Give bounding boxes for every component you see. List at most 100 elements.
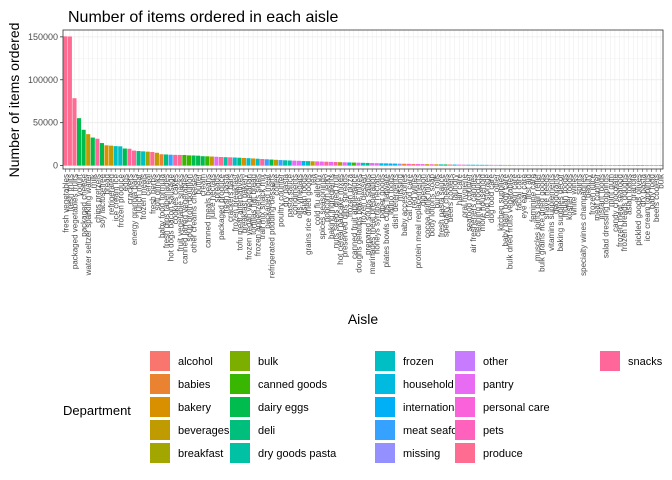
legend-swatch [230,443,250,463]
legend-swatch [375,443,395,463]
bar [301,160,306,166]
bar [521,164,526,166]
x-tick-label: fresh dips tapenades [162,174,171,248]
bar [425,164,430,166]
bar [150,152,155,166]
bar [383,163,388,166]
bar [649,165,654,166]
bar [603,165,608,166]
x-axis-title: Aisle [348,311,379,327]
bar [324,161,329,166]
x-tick-label: cookies cakes [171,174,180,224]
bar [484,164,489,166]
x-tick-label: frozen juice [588,173,597,214]
x-tick-label: yogurt [75,173,84,196]
legend-label: dairy eggs [258,402,309,414]
bar [498,164,503,166]
x-tick-label: bread [103,174,112,194]
bar [90,137,95,166]
bar [360,162,366,166]
bar [374,163,379,166]
x-tick-label: candy chocolate [611,173,620,231]
bar [182,154,187,166]
bar [631,165,636,166]
x-tick-label: beauty [583,174,592,198]
bar [328,161,333,166]
x-tick-label: doughs gelatins bake mixes [354,174,363,273]
bar [644,165,650,166]
x-tick-label: indian foods [561,174,570,217]
bar [67,36,72,166]
x-tick-label: baby food formula [157,173,166,238]
bar [241,157,246,166]
bar [232,157,237,166]
legend-label: produce [483,448,523,460]
bar [310,161,315,166]
bars-layer [63,36,663,166]
bar [461,164,466,166]
x-tick-label: dog food care [487,173,496,222]
bar [191,155,196,166]
x-tick-label: honeys syrups nectars [373,174,382,254]
bar [154,152,159,166]
legend-label: meat seafood [403,425,470,437]
bar [218,156,224,166]
legend-swatch [600,351,620,371]
legend-swatch [150,397,170,417]
bar [640,165,645,166]
bar [434,164,439,166]
legend-swatch [455,351,475,371]
legend-label: pantry [483,379,514,391]
legend-label: bakery [178,402,212,414]
y-axis-ticks: 0 50000 100000 150000 [28,32,63,171]
bar [347,162,352,166]
x-tick-label: instant foods [597,174,606,219]
bar [173,154,178,166]
legend-swatch [150,420,170,440]
x-tick-label: air fresheners candles [469,174,478,253]
bar [145,151,150,166]
legend-label: snacks [628,356,663,368]
bar [351,162,356,166]
x-tick-label: cleaning products [474,174,483,237]
bar [278,160,283,166]
y-tick-label: 150000 [28,32,58,42]
x-tick-label: crackers [125,174,134,204]
x-tick-label: kitchen supplies [496,174,505,231]
bar [95,138,100,166]
legend-swatch [230,351,250,371]
x-tick-label: baking ingredients [327,174,336,239]
chart-title: Number of items ordered in each aisle [68,9,338,26]
bar [251,158,256,166]
bar [438,164,443,166]
x-tick-label: packaged produce [217,173,226,239]
x-tick-label: marinades meat preparation [368,174,377,274]
bar [159,154,164,166]
x-tick-label: canned fruit applesauce [350,173,359,259]
x-tick-label: other creams cheeses [190,174,199,253]
bar [370,163,375,166]
x-tick-label: kosher foods [565,174,574,220]
x-tick-label: hot cereal pancake mixes [336,174,345,265]
x-tick-label: tea [309,173,318,185]
y-axis-title: Number of items ordered [6,23,22,178]
x-tick-label: spreads [212,174,221,202]
x-tick-label: frozen dessert [359,173,368,224]
bar [447,164,453,166]
x-tick-label: baby food [648,174,657,209]
bar [544,164,549,166]
legend-swatch [375,374,395,394]
bar [338,162,343,166]
x-tick-label: beers coolers [446,174,455,222]
x-tick-label: fresh pasta [222,173,231,213]
x-tick-label: muscles joints pain relief [533,173,542,261]
bar [429,164,434,166]
bar [548,165,553,166]
x-tick-label: asian foods [299,174,308,215]
y-tick-label: 50000 [33,118,58,128]
x-tick-label: laundry [451,174,460,200]
x-tick-label: soy lactosefree [98,173,107,227]
x-tick-label: canned meals beans [203,174,212,248]
x-tick-label: chips pretzels [93,174,102,223]
